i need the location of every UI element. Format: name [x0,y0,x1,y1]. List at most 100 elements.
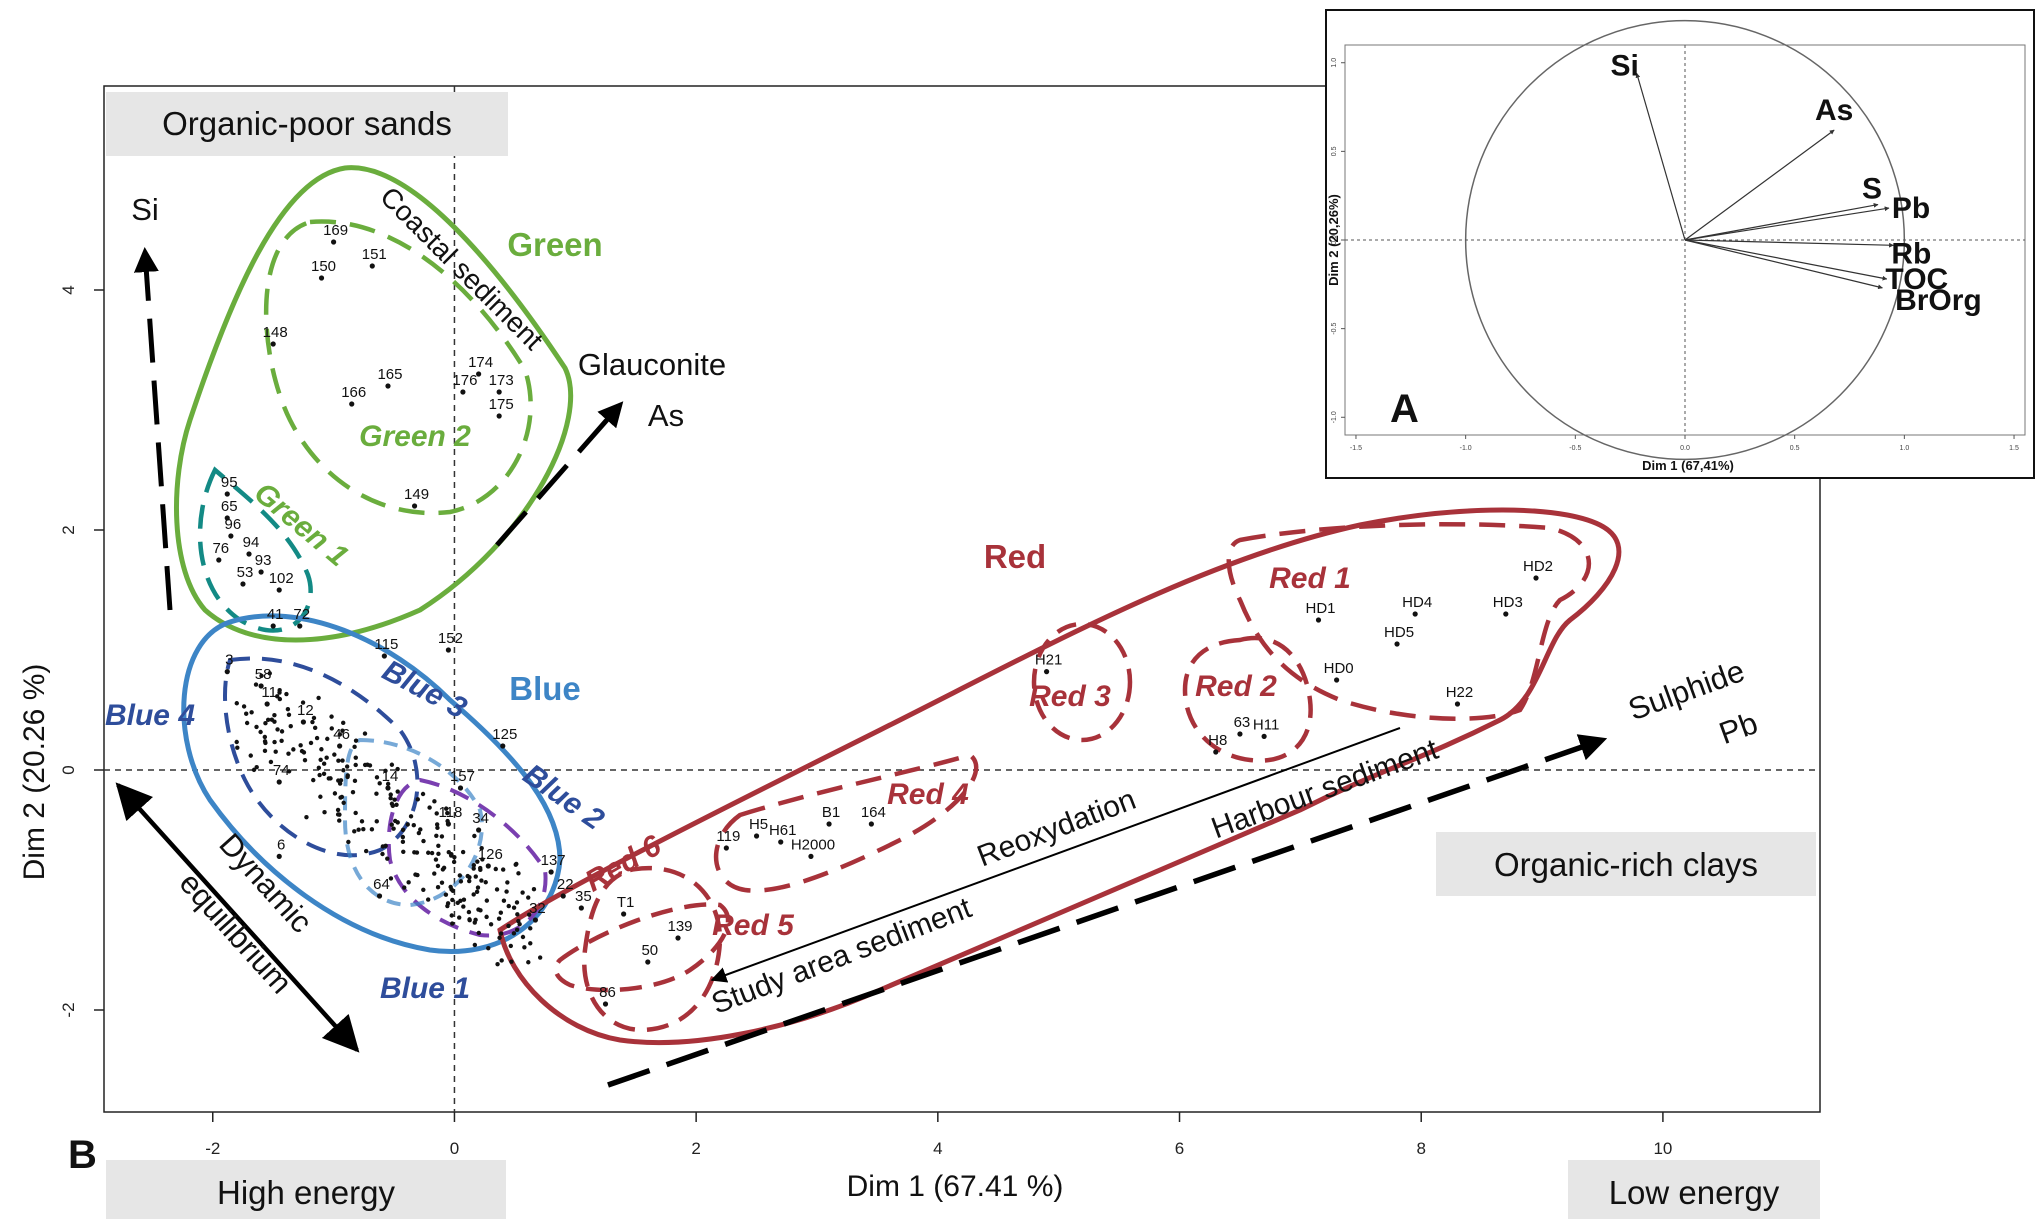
cluster-point [388,795,393,801]
cluster-point [392,818,398,824]
cluster-point [361,827,366,832]
inset-x-tick-label: -1.5 [1350,445,1362,452]
x-tick-label: 10 [1653,1139,1672,1158]
sample-point [1334,677,1340,683]
sample-point [1237,731,1243,737]
cluster-point [460,849,466,855]
cluster-point [449,913,454,918]
cluster-point [254,724,259,730]
sample-label: 32 [529,900,546,917]
cluster-point [353,755,358,760]
sample-label: H8 [1208,732,1227,749]
cluster-point [479,878,484,883]
group-label-green-2: Green 2 [359,420,471,453]
cluster-point [449,852,454,857]
sample-point [560,893,566,899]
cluster-point [268,759,274,765]
cluster-point [467,917,472,922]
cluster-point [476,907,481,912]
cluster-point [338,795,343,800]
group-label-blue-4: Blue 4 [105,699,195,732]
inset-x-tick-label: -0.5 [1569,445,1581,452]
sample-point [460,389,466,395]
cluster-point [383,768,388,774]
cluster-point [277,690,282,695]
sample-point [1503,611,1509,617]
svg-text:Organic-poor sands: Organic-poor sands [162,105,452,142]
label-high-energy: High energy [106,1160,506,1219]
sample-point [826,821,832,827]
cluster-point [509,959,514,964]
cluster-point [329,714,334,719]
cluster-point [267,671,272,676]
sample-point [496,389,502,395]
sample-label: 63 [1234,714,1251,731]
cluster-point [286,751,291,756]
cluster-point [337,818,342,823]
cluster-point [362,731,368,736]
variable-arrow [1684,202,1879,241]
cluster-point [425,897,431,902]
variable-label: Si [1611,49,1639,82]
sample-point [224,515,230,521]
group-label-blue: Blue [509,670,581,707]
cluster-point [497,935,502,941]
cluster-point [432,871,437,876]
cluster-point [314,735,320,741]
sample-label: 137 [541,852,566,869]
interpretation-arrows [115,247,1608,1088]
cluster-point [480,857,485,862]
cluster-point [421,838,426,844]
variable-arrow [1684,239,1883,290]
cluster-point [377,781,382,786]
y-axis-title: Dim 2 (20.26 %) [18,664,51,881]
sample-point [331,239,337,245]
cluster-point [234,701,239,706]
cluster-point [445,901,451,906]
cluster-point [528,926,533,931]
sample-label: 148 [263,324,288,341]
cluster-point [493,866,498,872]
cluster-point [434,811,439,816]
cluster-point [436,851,441,857]
sample-label: 176 [452,372,477,389]
sample-label: HD5 [1384,624,1414,641]
sample-label: HD4 [1402,594,1432,611]
cluster-point [415,797,420,802]
sample-label: 11 [261,684,277,701]
cluster-point [392,797,397,802]
sample-point [411,503,418,509]
cluster-point [484,914,489,920]
cluster-point [473,917,478,923]
cluster-point [439,880,445,885]
sample-label: 94 [243,534,260,551]
cluster-point [402,885,407,890]
sample-point [270,341,276,347]
cluster-point [288,723,293,729]
sample-point [270,623,276,629]
sample-point [385,383,391,389]
group-label-blue-2: Blue 2 [517,758,610,837]
si-arrow [133,247,173,611]
cluster-point [324,755,329,760]
sample-label: 74 [273,762,290,779]
cluster-point [511,931,517,936]
sample-point [1533,575,1539,581]
cluster-point [461,904,466,909]
cluster-point [443,892,449,897]
sample-label: H2000 [791,836,835,853]
inset-x-tick-label: 0.5 [1790,445,1800,452]
sample-point [602,1001,609,1007]
inset-y-tick-label: -0.5 [1331,322,1338,334]
cluster-point [346,839,351,845]
cluster-point [472,833,477,839]
cluster-point [244,711,249,716]
sample-label: 41 [267,606,284,623]
sample-point [445,647,452,653]
cluster-point [401,849,406,854]
cluster-point [262,734,268,740]
variable-label: Rb [1891,237,1931,270]
cluster-point [385,856,390,861]
inset-frame [1325,9,2035,479]
